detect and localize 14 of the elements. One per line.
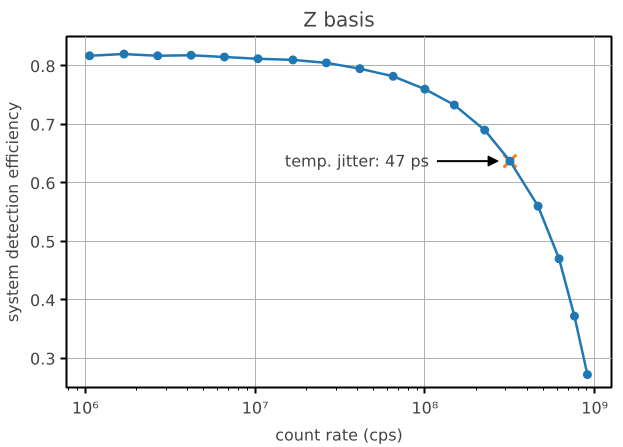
- y-tick-label: 0.7: [30, 115, 56, 134]
- x-tick-label: 10⁷: [242, 398, 268, 418]
- x-axis-title: count rate (cps): [275, 426, 403, 444]
- x-tick-label: 10⁸: [412, 398, 438, 418]
- y-tick-label: 0.4: [30, 290, 56, 310]
- x-tick-label: 10⁹: [581, 398, 608, 418]
- y-tick-label: 0.8: [30, 56, 56, 76]
- y-axis-title: system detection efficiency: [3, 102, 22, 322]
- y-tick-label: 0.5: [30, 232, 56, 252]
- y-tick-label: 0.3: [30, 349, 56, 368]
- chart-title: Z basis: [303, 8, 375, 32]
- annotation: temp. jitter: 47 ps: [284, 152, 429, 171]
- x-tick-label: 10⁶: [72, 398, 99, 418]
- y-tick-label: 0.6: [30, 174, 56, 193]
